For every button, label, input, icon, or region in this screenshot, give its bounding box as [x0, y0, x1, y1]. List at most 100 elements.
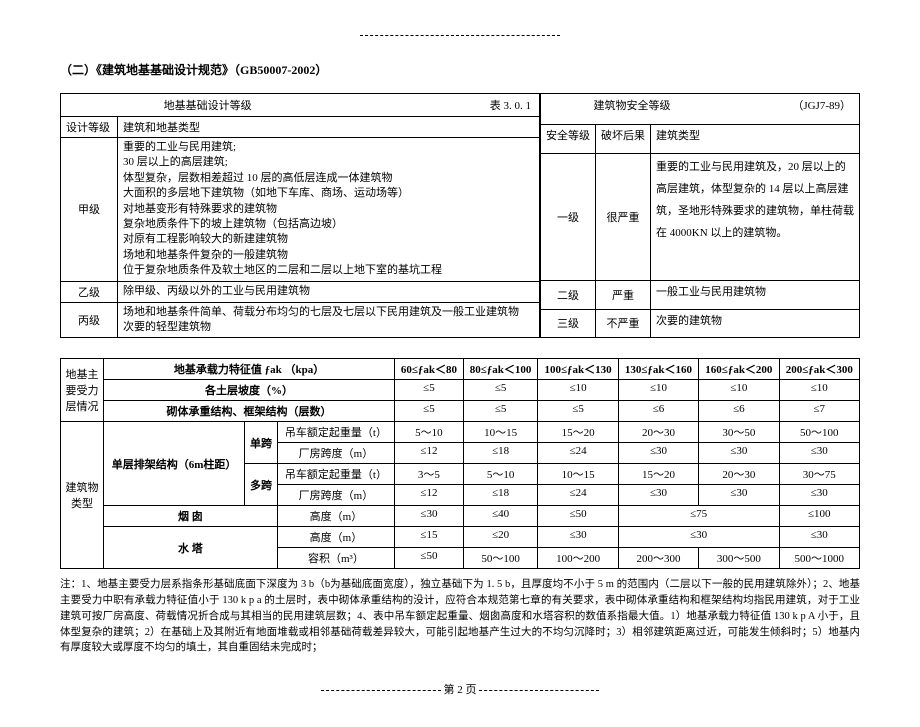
data-cell: ≤24	[538, 485, 618, 506]
data-cell: ≤6	[699, 401, 779, 422]
desc-cell: 除甲级、丙级以外的工业与民用建筑物	[118, 281, 540, 302]
effect-cell: 很严重	[596, 154, 651, 281]
row-label: 地基承载力特征值 ƒak （kpa）	[104, 359, 395, 380]
data-cell: ≤50	[538, 506, 618, 527]
tables-row: 地基基础设计等级 表 3. 0. 1 设计等级 建筑和地基类型 甲级 重要的工业…	[60, 93, 860, 338]
data-cell: ≤12	[395, 443, 464, 464]
col-header: 破坏后果	[596, 125, 651, 154]
data-cell: 20～30	[618, 422, 698, 443]
col-header: 100≤ƒak＜130	[538, 359, 618, 380]
notes: 注：1、地基主要受力层系指条形基础底面下深度为 3 b（b为基础底面宽度），独立…	[60, 577, 860, 656]
type-cell: 次要的建筑物	[651, 309, 860, 338]
data-cell: 10～15	[538, 464, 618, 485]
data-cell: ≤5	[395, 380, 464, 401]
data-cell: ≤18	[463, 443, 538, 464]
data-cell: ≤10	[779, 380, 859, 401]
grade-cell: 丙级	[61, 302, 118, 338]
data-cell: 30～50	[699, 422, 779, 443]
grade-cell: 三级	[541, 309, 596, 338]
sub-label: 厂房跨度（m）	[277, 485, 394, 506]
data-cell: ≤10	[538, 380, 618, 401]
footer: 第 2 页	[60, 681, 860, 697]
grade-cell: 甲级	[61, 138, 118, 282]
data-cell: ≤30	[395, 506, 464, 527]
col-header: 60≤ƒak＜80	[395, 359, 464, 380]
data-cell: ≤5	[395, 401, 464, 422]
data-cell: ≤15	[395, 527, 464, 548]
table2-title: 建筑物安全等级 （JGJ7-89）	[541, 94, 860, 125]
group-label: 单层排架结构（6m柱距）	[104, 422, 245, 506]
data-cell: 5～10	[395, 422, 464, 443]
data-cell: 300～500	[699, 548, 779, 569]
data-cell: ≤30	[699, 485, 779, 506]
data-cell: ≤30	[618, 443, 698, 464]
data-cell: ≤5	[538, 401, 618, 422]
table-design-grade: 地基基础设计等级 表 3. 0. 1 设计等级 建筑和地基类型 甲级 重要的工业…	[60, 93, 540, 338]
data-cell: ≤40	[463, 506, 538, 527]
data-cell: ≤30	[779, 485, 859, 506]
data-cell: ≤6	[618, 401, 698, 422]
sub-label: 容积（m³）	[277, 548, 394, 569]
type-cell: 重要的工业与民用建筑及，20 层以上的高层建筑，体型复杂的 14 层以上高层建筑…	[651, 154, 860, 281]
data-cell: ≤30	[699, 443, 779, 464]
page-number: 第 2 页	[444, 684, 477, 696]
data-cell: 10～15	[463, 422, 538, 443]
data-cell: 50～100	[463, 548, 538, 569]
section-title: （二）《建筑地基基础设计规范》（GB50007-2002）	[60, 61, 860, 78]
data-cell: ≤75	[618, 506, 779, 527]
data-cell: ≤5	[463, 380, 538, 401]
table-bearing-capacity: 地基主要受力层情况 地基承载力特征值 ƒak （kpa） 60≤ƒak＜80 8…	[60, 358, 860, 569]
grade-cell: 二级	[541, 280, 596, 309]
col-header: 安全等级	[541, 125, 596, 154]
footer-line-left	[321, 690, 441, 691]
col-header: 设计等级	[61, 117, 118, 138]
data-cell: 50～100	[779, 422, 859, 443]
type-cell: 一般工业与民用建筑物	[651, 280, 860, 309]
desc-cell: 重要的工业与民用建筑; 30 层以上的高层建筑; 体型复杂，层数相差超过 10 …	[118, 138, 540, 282]
data-cell: ≤30	[779, 527, 859, 548]
data-cell: ≤10	[618, 380, 698, 401]
row-label: 砌体承重结构、框架结构（层数）	[104, 401, 395, 422]
sub-label: 吊车额定起重量（t）	[277, 422, 394, 443]
data-cell: ≤30	[618, 527, 779, 548]
data-cell: 500～1000	[779, 548, 859, 569]
span-label: 单跨	[245, 422, 278, 464]
left-header-top: 地基主要受力层情况	[61, 359, 104, 422]
data-cell: ≤20	[463, 527, 538, 548]
data-cell: ≤30	[779, 443, 859, 464]
data-cell: ≤12	[395, 485, 464, 506]
span-label: 多跨	[245, 464, 278, 506]
col-header: 建筑类型	[651, 125, 860, 154]
col-header: 130≤ƒak＜160	[618, 359, 698, 380]
data-cell: ≤100	[779, 506, 859, 527]
sub-label: 厂房跨度（m）	[277, 443, 394, 464]
data-cell: 3～5	[395, 464, 464, 485]
data-cell: ≤5	[463, 401, 538, 422]
data-cell: ≤30	[538, 527, 618, 548]
data-cell: 200～300	[618, 548, 698, 569]
data-cell: 5～10	[463, 464, 538, 485]
col-header: 200≤ƒak＜300	[779, 359, 859, 380]
footer-line-right	[479, 690, 599, 691]
data-cell: 30～75	[779, 464, 859, 485]
col-header: 建筑和地基类型	[118, 117, 540, 138]
grade-cell: 乙级	[61, 281, 118, 302]
sub-label: 高度（m）	[277, 527, 394, 548]
data-cell: ≤18	[463, 485, 538, 506]
table-safety-grade: 建筑物安全等级 （JGJ7-89） 安全等级 破坏后果 建筑类型 一级 很严重 …	[540, 93, 860, 338]
table1-title: 地基基础设计等级 表 3. 0. 1	[61, 94, 540, 117]
left-header-bottom: 建筑物类型	[61, 422, 104, 569]
data-cell: 15～20	[538, 422, 618, 443]
effect-cell: 不严重	[596, 309, 651, 338]
data-cell: ≤24	[538, 443, 618, 464]
sub-label: 高度（m）	[277, 506, 394, 527]
data-cell: ≤7	[779, 401, 859, 422]
grade-cell: 一级	[541, 154, 596, 281]
row-label: 烟 囱	[104, 506, 278, 527]
col-header: 80≤ƒak＜100	[463, 359, 538, 380]
data-cell: 15～20	[618, 464, 698, 485]
data-cell: ≤10	[699, 380, 779, 401]
data-cell: 100～200	[538, 548, 618, 569]
data-cell: ≤30	[618, 485, 698, 506]
sub-label: 吊车额定起重量（t）	[277, 464, 394, 485]
